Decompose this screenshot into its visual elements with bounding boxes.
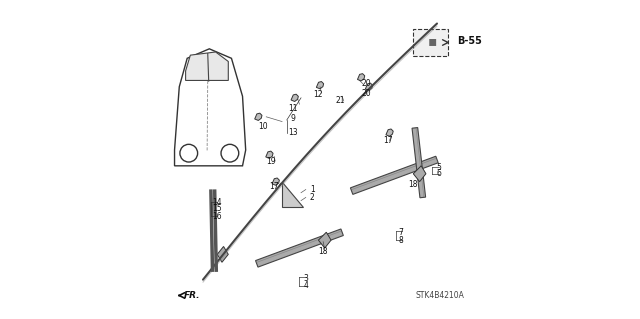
Text: 19: 19 [266, 157, 275, 166]
Text: 13: 13 [288, 128, 298, 137]
Polygon shape [358, 74, 365, 81]
Text: B-55: B-55 [458, 36, 483, 46]
Text: 21: 21 [336, 97, 346, 106]
Text: 20: 20 [361, 79, 371, 88]
Text: 7: 7 [398, 228, 403, 237]
Text: 17: 17 [383, 136, 393, 145]
Polygon shape [282, 182, 303, 207]
Text: 11: 11 [289, 104, 298, 113]
Polygon shape [316, 82, 324, 89]
Text: 17: 17 [269, 182, 279, 191]
Text: 20: 20 [361, 89, 371, 98]
Polygon shape [386, 129, 393, 136]
Polygon shape [291, 94, 298, 101]
Text: 4: 4 [303, 281, 308, 291]
Polygon shape [266, 151, 273, 159]
Polygon shape [255, 229, 343, 267]
Polygon shape [351, 156, 438, 194]
Text: 18: 18 [318, 247, 327, 256]
Polygon shape [412, 128, 426, 198]
Text: 3: 3 [303, 274, 308, 283]
Text: 12: 12 [314, 90, 323, 99]
Text: STK4B4210A: STK4B4210A [416, 291, 465, 300]
Text: 8: 8 [398, 236, 403, 245]
Text: FR.: FR. [184, 291, 200, 300]
FancyBboxPatch shape [413, 29, 448, 56]
Text: 5: 5 [436, 163, 441, 172]
Polygon shape [272, 178, 280, 185]
Polygon shape [217, 247, 228, 262]
Text: 10: 10 [259, 122, 268, 131]
Text: 2: 2 [310, 193, 314, 202]
Text: 16: 16 [212, 212, 222, 221]
Text: 1: 1 [310, 185, 314, 194]
Polygon shape [351, 158, 436, 190]
Text: 18: 18 [408, 180, 418, 189]
Text: 15: 15 [212, 204, 222, 213]
Polygon shape [255, 113, 262, 121]
Polygon shape [256, 231, 342, 263]
Polygon shape [319, 232, 331, 248]
Polygon shape [365, 83, 372, 90]
Text: 14: 14 [212, 198, 222, 207]
Polygon shape [413, 166, 426, 182]
Text: 6: 6 [436, 169, 441, 178]
Text: ▪: ▪ [428, 34, 437, 48]
Polygon shape [186, 52, 228, 80]
Text: 9: 9 [291, 114, 296, 123]
Polygon shape [416, 128, 424, 197]
